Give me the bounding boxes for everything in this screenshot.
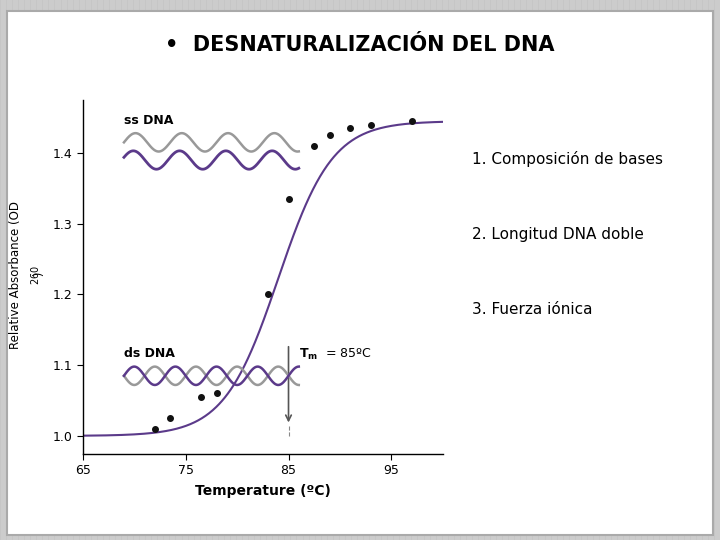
Text: 2. Longitud DNA doble: 2. Longitud DNA doble bbox=[472, 227, 644, 242]
Text: •  DESNATURALIZACIÓN DEL DNA: • DESNATURALIZACIÓN DEL DNA bbox=[166, 35, 554, 55]
Text: 3. Fuerza iónica: 3. Fuerza iónica bbox=[472, 302, 592, 318]
Text: $\mathregular{260}$: $\mathregular{260}$ bbox=[29, 266, 40, 285]
Text: ss DNA: ss DNA bbox=[124, 114, 174, 127]
Text: 1. Composición de bases: 1. Composición de bases bbox=[472, 151, 662, 167]
Text: ): ) bbox=[33, 271, 46, 280]
X-axis label: Temperature (ºC): Temperature (ºC) bbox=[195, 484, 330, 498]
Text: $\mathbf{T_m}$  = 85ºC: $\mathbf{T_m}$ = 85ºC bbox=[299, 347, 372, 362]
Text: Relative Absorbance (OD: Relative Absorbance (OD bbox=[9, 201, 22, 349]
Text: ds DNA: ds DNA bbox=[124, 348, 175, 361]
